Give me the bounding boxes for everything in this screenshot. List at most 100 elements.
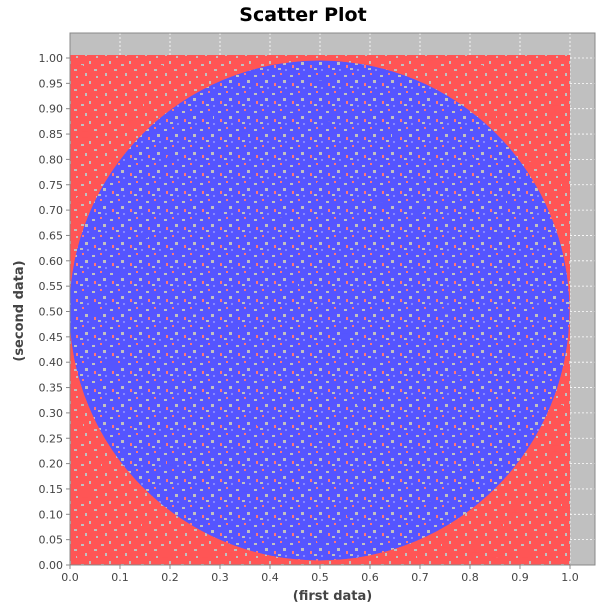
outside-circle-point bbox=[137, 100, 143, 107]
y-tick-label: 0.60 bbox=[39, 255, 64, 268]
inside-circle-point bbox=[277, 217, 283, 224]
outside-circle-point bbox=[202, 551, 208, 558]
y-tick-label: 0.50 bbox=[39, 306, 64, 319]
series-inside-circle bbox=[69, 60, 570, 561]
inside-circle-point bbox=[467, 460, 473, 467]
outside-circle-point bbox=[102, 460, 108, 467]
outside-circle-point bbox=[447, 75, 453, 82]
outside-circle-point bbox=[562, 501, 568, 508]
x-tick-label: 0.3 bbox=[211, 571, 229, 584]
outside-circle-point bbox=[97, 90, 103, 97]
x-tick-label: 0.2 bbox=[161, 571, 179, 584]
inside-circle-point bbox=[377, 196, 383, 203]
y-tick-label: 1.00 bbox=[39, 52, 64, 65]
inside-circle-point bbox=[427, 501, 433, 508]
y-tick-label: 0.30 bbox=[39, 407, 64, 420]
outside-circle-point bbox=[552, 445, 558, 452]
x-tick-label: 0.0 bbox=[61, 571, 79, 584]
inside-circle-point bbox=[217, 409, 223, 416]
outside-circle-point bbox=[417, 551, 423, 558]
y-tick-label: 0.90 bbox=[39, 103, 64, 116]
y-tick-label: 0.40 bbox=[39, 356, 64, 369]
chart-title: Scatter Plot bbox=[239, 4, 367, 26]
y-tick-label: 0.75 bbox=[39, 179, 64, 192]
outside-circle-point bbox=[122, 546, 128, 553]
inside-circle-point bbox=[327, 115, 333, 122]
outside-circle-point bbox=[82, 131, 88, 138]
x-tick-label: 0.4 bbox=[261, 571, 279, 584]
inside-circle-point bbox=[307, 501, 313, 508]
inside-circle-point bbox=[317, 308, 323, 315]
outside-circle-point bbox=[542, 146, 548, 153]
x-tick-label: 0.7 bbox=[411, 571, 429, 584]
outside-circle-point bbox=[547, 531, 553, 538]
outside-circle-point bbox=[157, 65, 163, 72]
outside-circle-point bbox=[522, 551, 528, 558]
outside-circle-point bbox=[82, 491, 88, 498]
outside-circle-point bbox=[477, 65, 483, 72]
inside-circle-point bbox=[242, 485, 248, 492]
inside-circle-point bbox=[517, 349, 523, 356]
inside-circle-point bbox=[92, 308, 98, 315]
inside-circle-point bbox=[317, 80, 323, 87]
inside-circle-point bbox=[232, 323, 238, 330]
inside-circle-point bbox=[492, 384, 498, 391]
inside-circle-point bbox=[467, 156, 473, 163]
inside-circle-point bbox=[317, 181, 323, 188]
outside-circle-point bbox=[497, 521, 503, 528]
plot-border bbox=[69, 32, 596, 566]
inside-circle-point bbox=[257, 420, 263, 427]
inside-circle-point bbox=[207, 115, 213, 122]
outside-circle-point bbox=[77, 196, 83, 203]
inside-circle-point bbox=[442, 308, 448, 315]
outside-circle-point bbox=[492, 551, 498, 558]
y-tick-label: 0.10 bbox=[39, 508, 64, 521]
inside-circle-point bbox=[417, 409, 423, 416]
inside-circle-point bbox=[127, 420, 133, 427]
outside-circle-point bbox=[472, 546, 478, 553]
y-tick-label: 0.35 bbox=[39, 382, 64, 395]
y-tick-label: 0.00 bbox=[39, 559, 64, 572]
inside-circle-point bbox=[492, 232, 498, 239]
inside-circle-point bbox=[142, 232, 148, 239]
inside-circle-point bbox=[142, 384, 148, 391]
x-tick-label: 1.0 bbox=[561, 571, 579, 584]
inside-circle-point bbox=[417, 207, 423, 214]
y-tick-label: 0.25 bbox=[39, 432, 64, 445]
inside-circle-point bbox=[107, 359, 113, 366]
outside-circle-point bbox=[117, 70, 123, 77]
outside-circle-point bbox=[107, 156, 113, 163]
outside-circle-point bbox=[507, 85, 513, 92]
outside-circle-point bbox=[217, 70, 223, 77]
x-tick-label: 0.5 bbox=[311, 571, 329, 584]
x-tick-label: 0.8 bbox=[461, 571, 479, 584]
outside-circle-point bbox=[517, 125, 523, 132]
x-tick-label: 0.6 bbox=[361, 571, 379, 584]
inside-circle-point bbox=[242, 131, 248, 138]
y-tick-label: 0.95 bbox=[39, 77, 64, 90]
inside-circle-point bbox=[317, 435, 323, 442]
outside-circle-point bbox=[97, 526, 103, 533]
inside-circle-point bbox=[217, 207, 223, 214]
y-tick-label: 0.85 bbox=[39, 128, 64, 141]
y-axis-label: (second data) bbox=[12, 260, 27, 362]
inside-circle-point bbox=[347, 511, 353, 518]
outside-circle-point bbox=[227, 546, 233, 553]
outside-circle-point bbox=[557, 404, 563, 411]
y-tick-label: 0.45 bbox=[39, 331, 64, 344]
inside-circle-point bbox=[367, 359, 373, 366]
outside-circle-point bbox=[562, 181, 568, 188]
y-tick-label: 0.70 bbox=[39, 204, 64, 217]
outside-circle-point bbox=[537, 480, 543, 487]
y-tick-label: 0.05 bbox=[39, 534, 64, 547]
y-tick-label: 0.15 bbox=[39, 483, 64, 496]
outside-circle-point bbox=[557, 227, 563, 234]
outside-circle-point bbox=[127, 120, 133, 127]
inside-circle-point bbox=[357, 399, 363, 406]
y-tick-label: 0.80 bbox=[39, 153, 64, 166]
inside-circle-point bbox=[392, 131, 398, 138]
inside-circle-point bbox=[507, 196, 513, 203]
outside-circle-point bbox=[552, 105, 558, 112]
outside-circle-point bbox=[132, 501, 138, 508]
